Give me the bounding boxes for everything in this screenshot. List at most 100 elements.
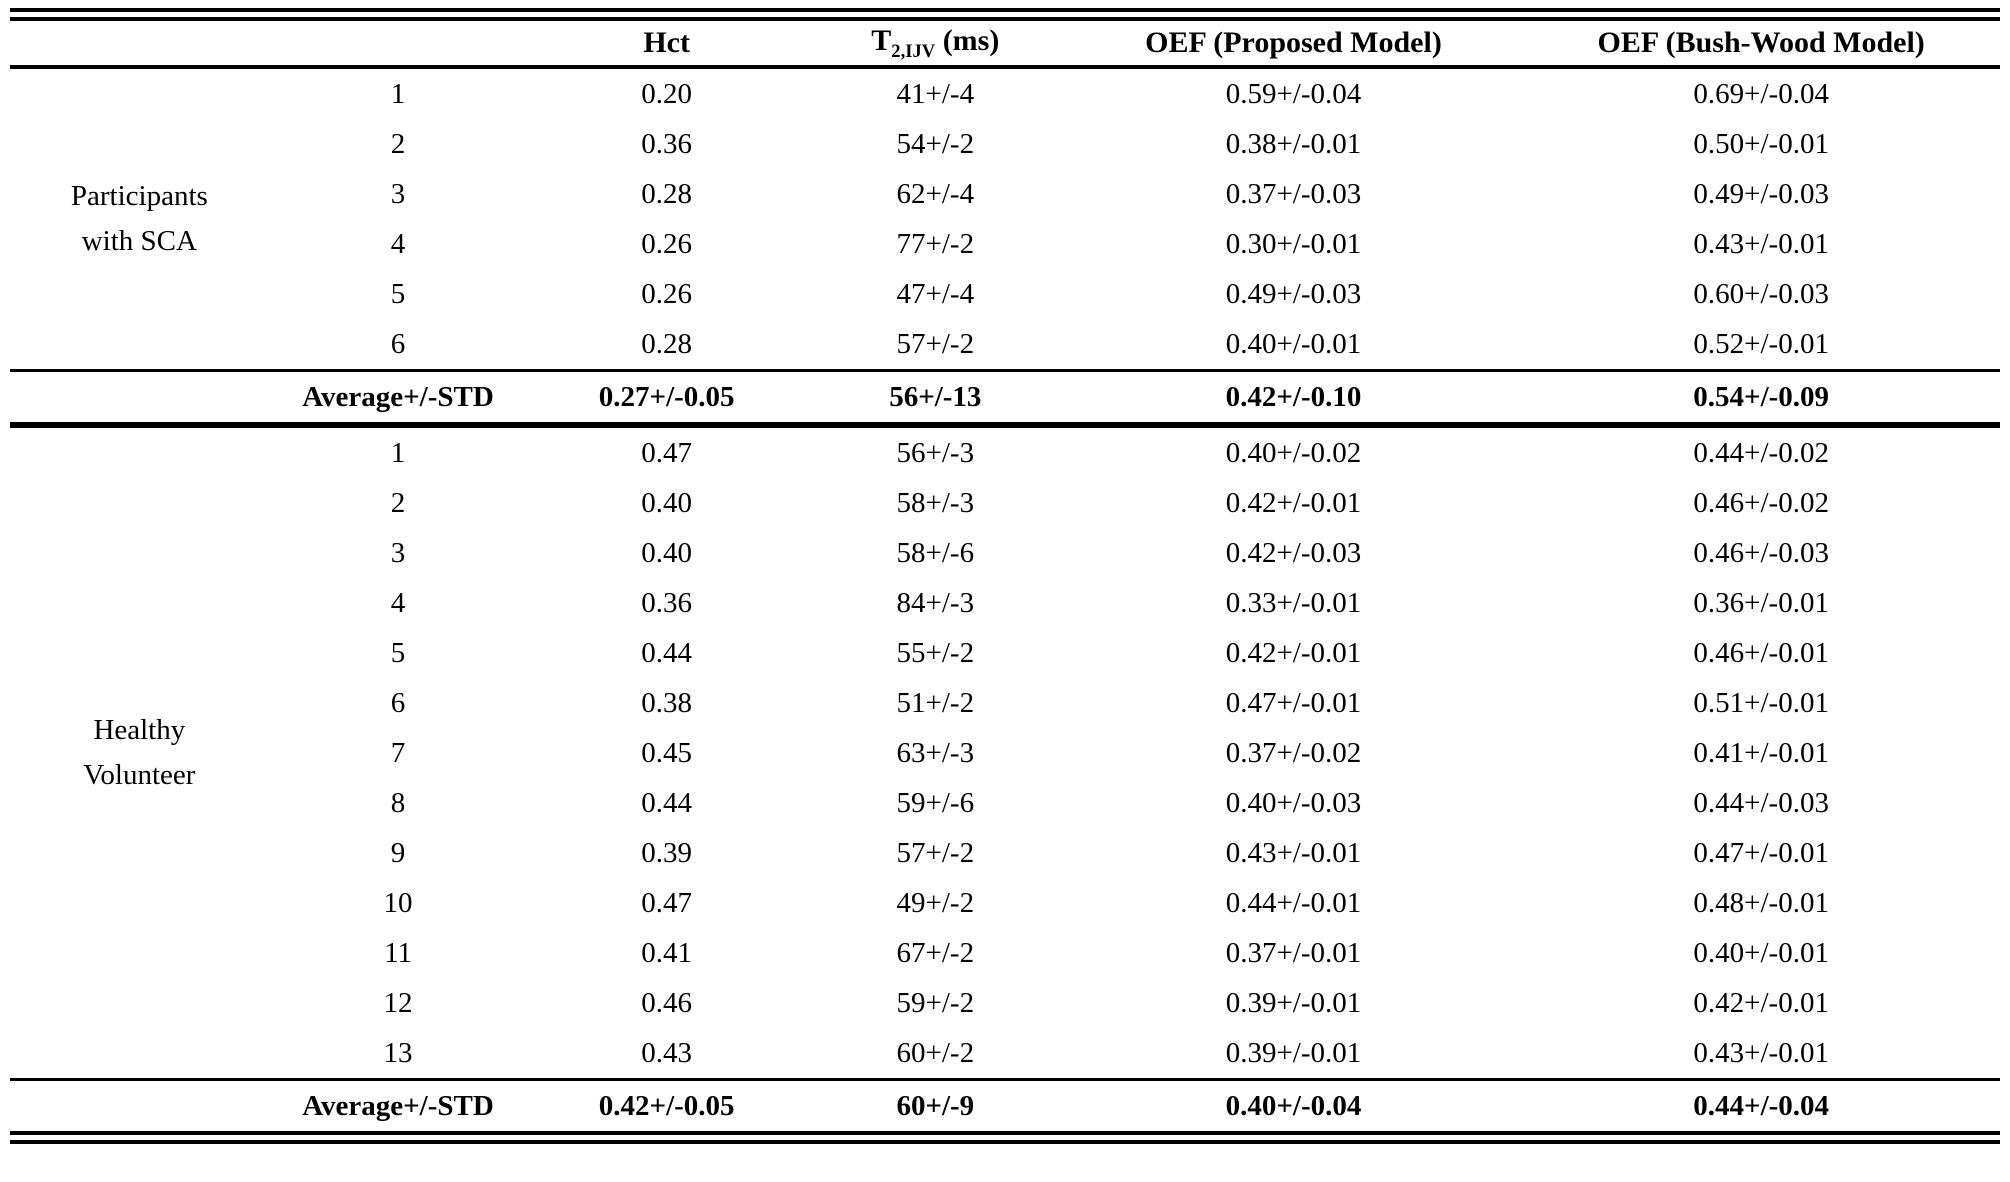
oef-bushwood-cell: 0.46+/-0.02 <box>1693 486 1829 519</box>
table-row: 5 0.26 47+/-4 0.49+/-0.03 0.60+/-0.03 <box>10 269 2000 319</box>
hct-cell: 0.40 <box>641 486 693 519</box>
oef-bushwood-cell: 0.43+/-0.01 <box>1693 1036 1829 1069</box>
oef-proposed-cell: 0.40+/-0.03 <box>1225 786 1362 819</box>
hct-cell: 0.36 <box>641 127 693 160</box>
table-row: 6 0.28 57+/-2 0.40+/-0.01 0.52+/-0.01 <box>10 319 2000 371</box>
subject-id-cell: 9 <box>390 836 406 869</box>
t2-cell: 59+/-2 <box>896 986 975 1019</box>
oef-proposed-cell: 0.42+/-0.03 <box>1225 536 1362 569</box>
t2-header-subscript: 2,IJV <box>891 40 936 62</box>
subject-id-cell: 6 <box>390 686 406 719</box>
t2-cell: 57+/-2 <box>896 327 975 360</box>
t2-cell: 57+/-2 <box>896 836 975 869</box>
t2-cell: 55+/-2 <box>896 636 975 669</box>
hct-cell: 0.36 <box>641 586 693 619</box>
hct-cell: 0.43 <box>641 1036 693 1069</box>
table-row: 3 0.28 62+/-4 0.37+/-0.03 0.49+/-0.03 <box>10 169 2000 219</box>
oef-proposed-cell: 0.37+/-0.02 <box>1225 736 1362 769</box>
oef-proposed-cell: 0.59+/-0.04 <box>1225 77 1362 110</box>
oef-bushwood-cell: 0.44+/-0.02 <box>1693 436 1829 469</box>
t2-cell: 59+/-6 <box>896 786 975 819</box>
oef-bushwood-cell: 0.49+/-0.03 <box>1693 177 1829 210</box>
table-row: 4 0.36 84+/-3 0.33+/-0.01 0.36+/-0.01 <box>10 578 2000 628</box>
group-label-line: with SCA <box>81 225 197 257</box>
table-row: 2 0.40 58+/-3 0.42+/-0.01 0.46+/-0.02 <box>10 478 2000 528</box>
oef-proposed-cell: 0.40+/-0.02 <box>1225 436 1362 469</box>
top-double-rule <box>10 8 2000 21</box>
hct-cell: 0.41 <box>641 936 693 969</box>
t2-cell: 67+/-2 <box>896 936 975 969</box>
table-row: 4 0.26 77+/-2 0.30+/-0.01 0.43+/-0.01 <box>10 219 2000 269</box>
t2-cell: 56+/-13 <box>805 369 1065 428</box>
subject-id-cell: 11 <box>384 936 412 969</box>
table-row: 11 0.41 67+/-2 0.37+/-0.01 0.40+/-0.01 <box>10 928 2000 978</box>
group-label: Healthy Volunteer <box>10 425 269 1080</box>
oef-bushwood-cell: 0.44+/-0.03 <box>1693 786 1829 819</box>
table-row: 13 0.43 60+/-2 0.39+/-0.01 0.43+/-0.01 <box>10 1028 2000 1080</box>
hct-cell: 0.28 <box>641 177 693 210</box>
oef-bushwood-cell: 0.42+/-0.01 <box>1693 986 1829 1019</box>
oef-proposed-cell: 0.37+/-0.01 <box>1225 936 1362 969</box>
t2-cell: 58+/-3 <box>896 486 975 519</box>
oef-proposed-cell: 0.37+/-0.03 <box>1225 177 1362 210</box>
hct-cell: 0.39 <box>641 836 693 869</box>
table-row: Participants with SCA 1 0.20 41+/-4 0.59+/-0.… <box>10 67 2000 258</box>
oef-proposed-cell: 0.43+/-0.01 <box>1225 836 1362 869</box>
table-row: 2 0.36 54+/-2 0.38+/-0.01 0.50+/-0.01 <box>10 119 2000 169</box>
oef-proposed-cell: 0.33+/-0.01 <box>1225 586 1362 619</box>
hct-cell: 0.26 <box>641 227 693 260</box>
subject-id-cell: 10 <box>383 886 413 919</box>
table-body: Participants with SCA 1 0.20 41+/-4 0.59+/-0.… <box>10 67 2000 1131</box>
subject-id-cell: 1 <box>390 436 406 469</box>
hct-cell: 0.26 <box>641 277 693 310</box>
average-row: Average+/-STD 0.27+/-0.05 56+/-13 0.42+/-0.… <box>10 369 2000 428</box>
col-header-group <box>10 21 269 69</box>
subject-id-cell: 6 <box>390 327 406 360</box>
table-row: 8 0.44 59+/-6 0.40+/-0.03 0.44+/-0.03 <box>10 778 2000 828</box>
oef-proposed-cell: 0.39+/-0.01 <box>1225 986 1362 1019</box>
subject-id-cell: 5 <box>390 277 406 310</box>
group-label-line: Healthy <box>93 714 186 747</box>
oef-bushwood-cell: 0.47+/-0.01 <box>1693 836 1829 869</box>
oef-proposed-cell: 0.40+/-0.04 <box>1064 1078 1523 1131</box>
hct-cell: 0.40 <box>641 536 693 569</box>
hct-cell: 0.38 <box>641 686 693 719</box>
subject-id-cell: 4 <box>390 586 406 619</box>
t2-cell: 58+/-6 <box>896 536 975 569</box>
oef-bushwood-cell: 0.50+/-0.01 <box>1693 127 1829 160</box>
hct-cell: 0.28 <box>641 327 693 360</box>
oef-proposed-cell: 0.39+/-0.01 <box>1225 1036 1362 1069</box>
table-row: 3 0.40 58+/-6 0.42+/-0.03 0.46+/-0.03 <box>10 528 2000 578</box>
oef-bushwood-cell: 0.41+/-0.01 <box>1693 736 1829 769</box>
hct-cell: 0.45 <box>641 736 693 769</box>
subject-id-cell: 3 <box>390 536 406 569</box>
subject-id-cell: 13 <box>383 1036 413 1069</box>
average-label-cell: Average+/-STD <box>268 369 528 428</box>
t2-cell: 77+/-2 <box>896 227 975 260</box>
hct-cell: 0.27+/-0.05 <box>527 369 806 428</box>
hct-cell: 0.44 <box>641 786 693 819</box>
t2-cell: 62+/-4 <box>896 177 975 210</box>
subject-id-cell: 4 <box>390 227 406 260</box>
hct-cell: 0.47 <box>641 436 693 469</box>
oef-bushwood-cell: 0.69+/-0.04 <box>1693 77 1829 110</box>
t2-header-post: (ms) <box>935 23 1000 57</box>
table-row: 10 0.47 49+/-2 0.44+/-0.01 0.48+/-0.01 <box>10 878 2000 928</box>
hct-cell: 0.46 <box>641 986 693 1019</box>
col-header-oef-proposed: OEF (Proposed Model) <box>1064 21 1523 69</box>
oef-proposed-cell: 0.42+/-0.01 <box>1225 486 1362 519</box>
subject-id-cell: 8 <box>390 786 406 819</box>
oef-bushwood-cell: 0.54+/-0.09 <box>1522 369 2000 428</box>
t2-cell: 56+/-3 <box>896 436 975 469</box>
bottom-double-rule <box>10 1131 2000 1144</box>
oef-proposed-cell: 0.49+/-0.03 <box>1225 277 1362 310</box>
oef-bushwood-cell: 0.52+/-0.01 <box>1693 327 1829 360</box>
oef-proposed-cell: 0.30+/-0.01 <box>1225 227 1362 260</box>
table-row: 6 0.38 51+/-2 0.47+/-0.01 0.51+/-0.01 <box>10 678 2000 728</box>
table-row: 9 0.39 57+/-2 0.43+/-0.01 0.47+/-0.01 <box>10 828 2000 878</box>
group-label: Participants with SCA <box>10 67 269 371</box>
col-header-subject <box>268 21 528 69</box>
oef-bushwood-cell: 0.48+/-0.01 <box>1693 886 1829 919</box>
t2-cell: 51+/-2 <box>896 686 975 719</box>
